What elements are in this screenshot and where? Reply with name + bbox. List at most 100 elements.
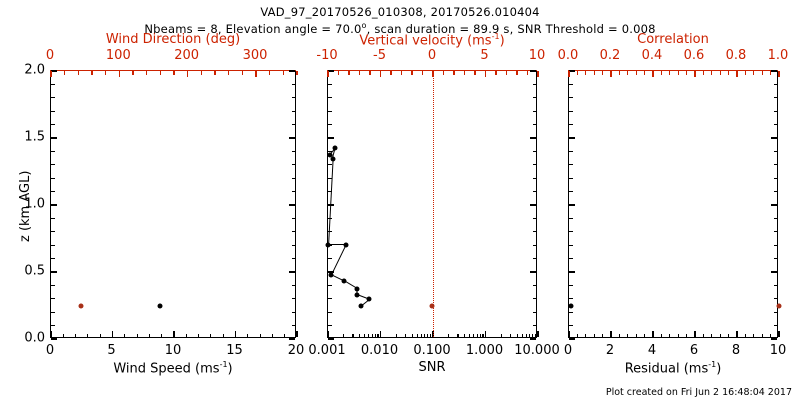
y-tick-right (532, 150, 536, 152)
bottom-tick (416, 333, 418, 337)
y-tick-left (569, 150, 573, 152)
top-tick (432, 71, 434, 77)
top-tick-label: 0.8 (725, 48, 747, 63)
zero-reference-line (433, 71, 434, 337)
top-tick (644, 71, 646, 75)
bottom-tick (420, 333, 422, 337)
series-line-segment (328, 243, 346, 246)
y-tick-left (569, 83, 573, 85)
y-tick-right (291, 231, 295, 233)
bottom-tick (222, 333, 224, 337)
y-tick-left (51, 311, 55, 313)
bottom-tick (753, 333, 755, 337)
bottom-tick-label: 0 (563, 343, 573, 358)
y-tick-left (569, 177, 573, 179)
top-tick (635, 71, 637, 75)
top-tick (719, 71, 721, 75)
data-point-snr (343, 242, 349, 248)
y-tick-left (569, 244, 573, 246)
y-tick-right (773, 284, 777, 286)
top-tick (585, 71, 587, 75)
bottom-tick (432, 331, 434, 337)
y-tick-left (328, 97, 332, 99)
y-tick-label: 2.0 (24, 62, 45, 78)
top-tick (576, 71, 578, 75)
y-tick-left (569, 338, 575, 340)
top-tick (228, 71, 230, 75)
bottom-tick (271, 333, 273, 337)
bottom-tick (377, 333, 379, 337)
y-tick-right (291, 110, 295, 112)
y-tick-right (773, 231, 777, 233)
y-tick-right (530, 204, 536, 206)
data-point-snr (354, 292, 360, 298)
top-tick (744, 71, 746, 75)
y-tick-left (569, 97, 573, 99)
y-tick-left (51, 70, 57, 72)
bottom-tick (448, 333, 450, 337)
top-tick (296, 71, 298, 75)
y-tick-left (328, 311, 332, 313)
y-tick-right (532, 231, 536, 233)
bottom-tick (161, 333, 163, 337)
top-tick (484, 71, 487, 77)
y-tick-right (291, 258, 295, 260)
y-tick-left (569, 298, 573, 300)
bottom-tick (359, 333, 361, 337)
y-tick-left (328, 284, 332, 286)
bottom-tick (482, 333, 484, 337)
top-axis-title-close: ) (499, 33, 505, 49)
y-tick-left (328, 298, 332, 300)
y-tick-right (773, 298, 777, 300)
bottom-tick (327, 331, 329, 337)
y-tick-right (291, 164, 295, 166)
x-axis-title: Wind Speed (ms-1) (113, 360, 232, 376)
y-tick-right (289, 204, 295, 206)
bottom-tick (234, 331, 237, 337)
y-tick-right (532, 284, 536, 286)
y-tick-right (773, 217, 777, 219)
y-tick-left (569, 311, 573, 313)
y-tick-left (569, 217, 573, 219)
y-tick-left (51, 258, 55, 260)
x-axis-title-close: ) (716, 361, 722, 377)
y-tick-left (328, 177, 332, 179)
top-tick (187, 71, 189, 77)
top-tick (442, 71, 445, 75)
y-tick-label: 0.0 (24, 330, 45, 346)
plot-timestamp: Plot created on Fri Jun 2 16:48:04 2017 (605, 387, 792, 398)
top-tick (200, 71, 202, 75)
y-tick-right (771, 137, 777, 139)
y-tick-label: 0.5 (24, 263, 45, 279)
top-tick (337, 71, 340, 75)
bottom-tick (50, 331, 52, 337)
bottom-tick (532, 333, 534, 337)
top-tick (77, 71, 79, 75)
y-tick-right (291, 83, 295, 85)
data-point-snr (354, 286, 360, 292)
top-tick (474, 71, 476, 75)
y-tick-left (51, 97, 55, 99)
data-point-wind-direction (78, 303, 84, 309)
bottom-tick (568, 331, 570, 337)
y-tick-right (532, 258, 536, 260)
y-tick-right (532, 177, 536, 179)
top-tick-label: 0 (45, 48, 55, 63)
bottom-tick (644, 333, 646, 337)
top-tick (118, 71, 120, 77)
top-tick (327, 71, 329, 77)
bottom-tick (627, 333, 629, 337)
top-tick (282, 71, 284, 75)
data-point-snr (341, 278, 347, 284)
bottom-tick (770, 333, 772, 337)
y-tick-left (51, 150, 55, 152)
bottom-tick (479, 333, 481, 337)
y-tick-right (530, 137, 536, 139)
y-tick-right (773, 244, 777, 246)
y-tick-right (289, 70, 295, 72)
y-tick-right (532, 191, 536, 193)
bottom-tick (371, 333, 373, 337)
bottom-tick (516, 333, 518, 337)
y-tick-right (291, 97, 295, 99)
